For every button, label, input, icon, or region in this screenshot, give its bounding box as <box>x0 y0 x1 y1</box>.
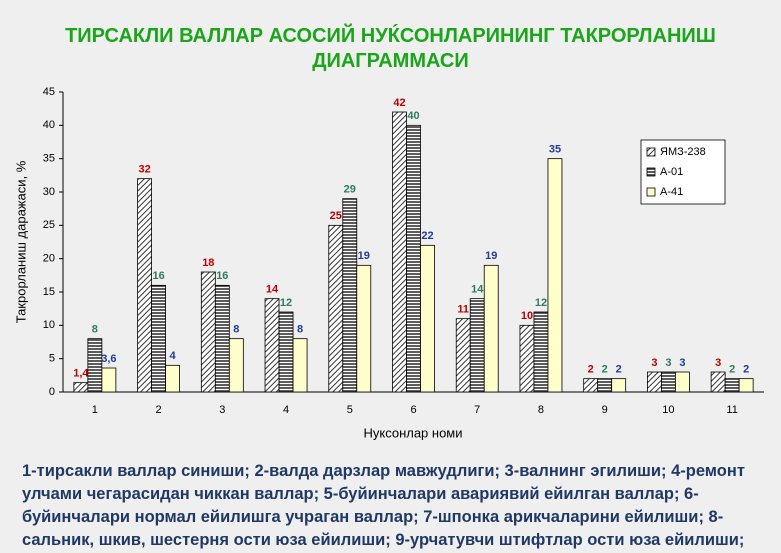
bar <box>392 111 407 393</box>
y-tick-label: 10 <box>43 319 55 331</box>
bar <box>151 284 166 393</box>
bar <box>328 224 344 393</box>
x-tick-label: 6 <box>410 404 416 416</box>
bar <box>455 318 471 393</box>
y-tick-label: 5 <box>49 353 55 365</box>
data-label: 8 <box>297 324 303 336</box>
x-tick-label: 4 <box>283 404 289 416</box>
bar <box>165 364 180 393</box>
data-label: 11 <box>457 304 469 316</box>
data-label: 19 <box>485 250 497 262</box>
bar <box>675 371 690 393</box>
data-label: 40 <box>407 110 419 122</box>
x-tick-label: 5 <box>347 404 353 416</box>
bar <box>420 244 435 393</box>
data-label: 8 <box>233 324 239 336</box>
bar <box>342 198 358 393</box>
bar <box>264 298 280 393</box>
x-tick-label: 1 <box>92 404 98 416</box>
bar <box>214 284 230 393</box>
x-axis-label: Нуксонлар номи <box>363 425 462 440</box>
bar <box>137 178 152 393</box>
bar <box>547 158 563 393</box>
bar <box>292 338 308 393</box>
bar <box>406 124 421 393</box>
data-label: 12 <box>535 297 547 309</box>
legend-label: ЯМЗ-238 <box>660 146 706 158</box>
data-label: 16 <box>152 270 164 282</box>
bar <box>278 311 294 393</box>
bar <box>101 367 117 393</box>
legend-swatch <box>646 167 656 177</box>
x-tick-label: 7 <box>474 404 480 416</box>
data-label: 12 <box>280 297 292 309</box>
x-tick-label: 8 <box>538 404 544 416</box>
y-tick-label: 30 <box>43 186 55 198</box>
bar <box>647 371 662 393</box>
bar <box>738 378 754 393</box>
x-tick-label: 10 <box>662 404 674 416</box>
y-tick-label: 40 <box>43 119 55 131</box>
y-tick-label: 0 <box>49 386 55 398</box>
data-label: 3,6 <box>101 353 116 365</box>
data-label: 14 <box>471 284 484 296</box>
y-axis-label: Такрорланиш даражаси, % <box>13 160 28 323</box>
y-tick-label: 20 <box>43 253 55 265</box>
data-label: 18 <box>202 257 214 269</box>
bar <box>724 378 740 393</box>
bar <box>661 371 676 393</box>
data-label: 14 <box>266 284 279 296</box>
x-tick-label: 11 <box>726 404 737 416</box>
bar <box>597 378 613 393</box>
data-label: 35 <box>549 144 561 156</box>
chart-title: ТИРСАКЛИ ВАЛЛАР АСОСИЙ НУЌСОНЛАРИНИНГ ТА… <box>65 25 716 72</box>
bar <box>73 382 89 393</box>
data-label: 32 <box>138 164 150 176</box>
legend-label: А-41 <box>660 186 683 198</box>
data-label: 3 <box>651 357 657 369</box>
legend-label: А-01 <box>660 166 683 178</box>
y-tick-label: 45 <box>43 86 55 98</box>
x-tick-label: 9 <box>602 404 608 416</box>
bar <box>483 264 499 393</box>
y-tick-label: 15 <box>43 286 55 298</box>
legend-swatch <box>646 147 656 157</box>
data-label: 29 <box>344 184 356 196</box>
bar <box>200 271 216 393</box>
data-label: 3 <box>715 357 721 369</box>
data-label: 10 <box>521 310 533 322</box>
data-label: 3 <box>665 357 671 369</box>
legend-swatch <box>646 187 656 197</box>
data-label: 22 <box>421 230 433 242</box>
bar <box>469 298 485 393</box>
x-tick-label: 3 <box>219 404 225 416</box>
bar <box>611 378 627 393</box>
bar <box>583 378 599 393</box>
data-label: 2 <box>729 364 735 376</box>
data-label: 16 <box>216 270 228 282</box>
bar <box>519 324 535 393</box>
bar <box>710 371 726 393</box>
data-label: 2 <box>743 364 749 376</box>
bar <box>228 338 244 393</box>
y-tick-label: 25 <box>43 219 55 231</box>
data-label: 42 <box>393 97 405 109</box>
data-label: 2 <box>616 364 622 376</box>
data-label: 25 <box>330 210 342 222</box>
data-label: 2 <box>602 364 608 376</box>
bar <box>87 338 103 393</box>
y-tick-label: 35 <box>43 153 55 165</box>
data-label: 2 <box>588 364 594 376</box>
data-label: 4 <box>170 350 177 362</box>
bar <box>533 311 549 393</box>
data-label: 8 <box>92 324 98 336</box>
data-label: 3 <box>679 357 685 369</box>
bar <box>356 264 372 393</box>
data-label: 19 <box>358 250 370 262</box>
x-tick-label: 2 <box>156 404 162 416</box>
caption: 1-тирсакли валлар синиши; 2-валда дарзла… <box>22 462 745 549</box>
data-label: 1,4 <box>73 368 89 380</box>
